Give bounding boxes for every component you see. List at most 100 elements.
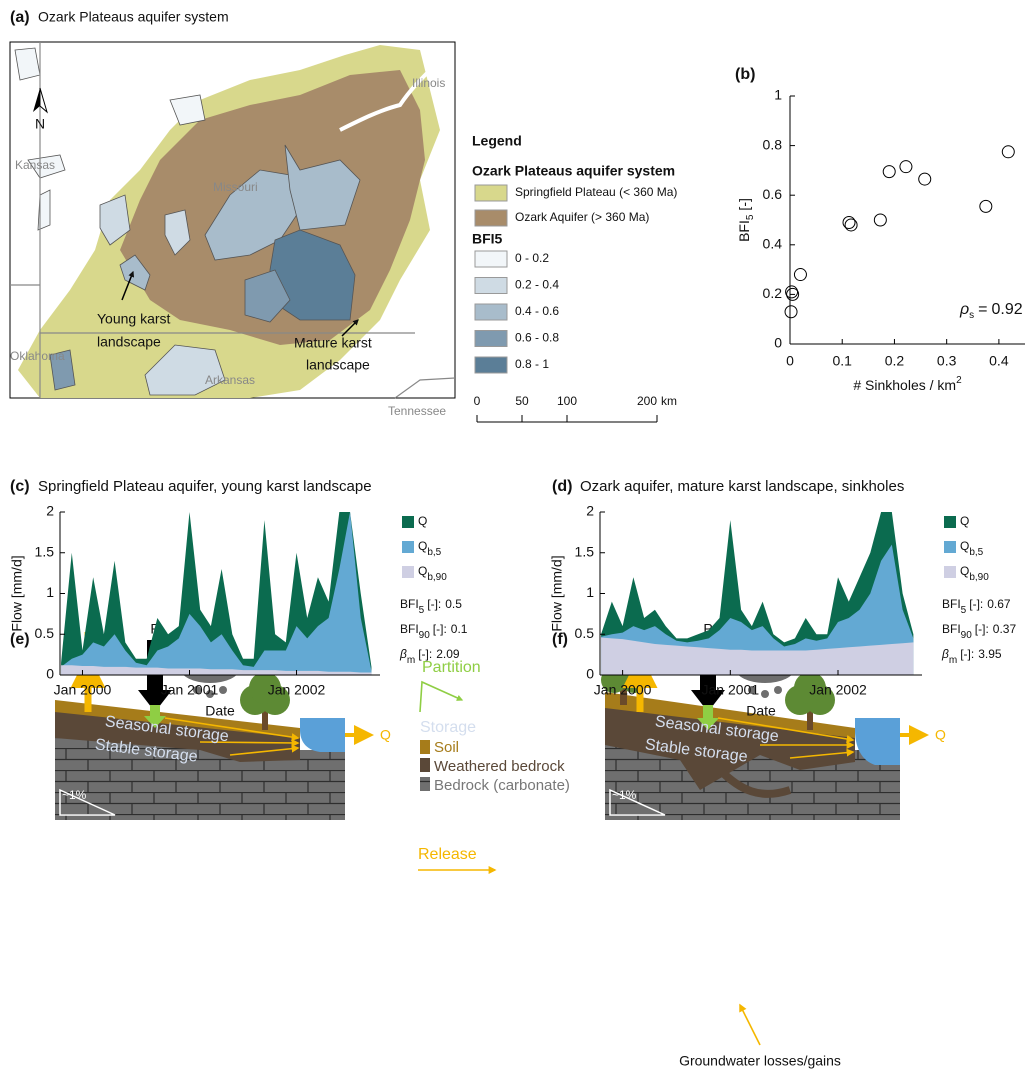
stat-label-part: β [941,647,949,661]
legend-label: Qb,90 [418,564,447,583]
diagram-label: Q [935,727,946,743]
legend-label: Qb,5 [960,539,984,558]
legend-label: Q [960,514,969,528]
y-tick-label: 2 [586,503,594,519]
y-tick-label: 1 [586,584,594,600]
legend-label-part: b,90 [969,572,989,583]
stat-label: βm[-]:3.95 [941,647,1002,666]
legend-label-part: Q [960,514,969,528]
legend-label-part: b,90 [427,572,447,583]
x-tick-label: 0.3 [937,353,957,369]
legend-label-part: Q [418,564,427,578]
stat-label: BFI5[-]:0.67 [942,597,1011,616]
legend-swatch [402,516,414,528]
point [980,200,992,212]
stat-label-part: 3.95 [978,647,1002,661]
scale-label: 200 [637,394,657,408]
y-tick-label: 0.5 [575,625,595,641]
panel-label: (a) [10,9,30,26]
chart-title: Springfield Plateau aquifer, young karst… [38,478,372,495]
stat-label-part: 0.37 [993,622,1017,636]
state-label: Kansas [15,158,55,172]
legend-label: Storage [420,719,476,736]
map [10,42,455,398]
stat-label-part: 90 [419,630,431,641]
point [843,216,855,228]
y-axis-label: BFI5[-] [736,198,756,242]
panel-label: (f) [552,631,568,648]
stat-label-part: 0.1 [451,622,468,636]
legend-label-part: Q [418,539,427,553]
stat-label-part: 2.09 [436,647,460,661]
x-axis-label-part: 2 [956,375,962,386]
stat-label-part: [-]: [427,597,441,611]
y-tick-label: 0.4 [763,236,783,252]
map-annotation: Young karst [97,311,171,327]
legend-label: 0.8 - 1 [515,357,549,371]
x-tick-label: Jan 2000 [54,682,112,698]
legend-label: 0.2 - 0.4 [515,278,559,292]
state-label: Tennessee [388,404,446,418]
legend-label: Ozark Aquifer (> 360 Ma) [515,210,649,224]
diagram-f [601,640,925,1045]
stat-label-part: [-]: [960,647,974,661]
x-tick-label: Jan 2001 [161,682,219,698]
x-tick-label: 0.4 [989,353,1009,369]
legend-swatch [475,251,507,267]
legend-swatch [475,210,507,226]
legend-swatch [402,566,414,578]
annotation: ρs=0.92 [959,301,1023,321]
diagram-label: Q [380,727,391,743]
legend-label-part: Q [418,514,427,528]
diagram-label: Groundwater losses/gains [679,1053,841,1069]
point [794,269,806,281]
panel-label: (c) [10,478,30,495]
map-title: Ozark Plateaus aquifer system [38,9,229,25]
point [919,173,931,185]
legend-label: Soil [434,739,459,756]
legend-label: Weathered bedrock [434,758,565,775]
legend-subtitle: BFI5 [472,231,503,247]
state-label: Missouri [213,180,258,194]
x-tick-label: 0.1 [832,353,852,369]
scale-label: 0 [474,394,481,408]
panel-label: (b) [735,66,755,83]
figure: (a) Ozark Plateaus aquifer system [0,0,1035,1076]
y-axis-label-part: 5 [745,214,756,220]
y-tick-label: 0.8 [763,136,783,152]
legend-swatch [944,516,956,528]
point [874,214,886,226]
legend-title: Legend [472,133,522,149]
annotation-part: = [978,301,987,318]
x-axis-label: # Sinkholes / km2 [853,375,962,393]
state-label: Arkansas [205,373,255,387]
legend-label: 0.6 - 0.8 [515,331,559,345]
stat-label-part: 90 [961,630,973,641]
y-tick-label: 1.5 [575,543,595,559]
y-tick-label: 0.6 [763,186,783,202]
legend-swatch [475,357,507,373]
stat-label-part: [-]: [418,647,432,661]
legend-label: Q [418,514,427,528]
y-tick-label: 2 [46,503,54,519]
panel-label: (e) [10,631,30,648]
stat-label-part: [-]: [433,622,447,636]
legend-swatch [944,566,956,578]
panel-label: (d) [552,478,572,495]
x-axis-label-part: # Sinkholes / km [853,377,956,393]
x-tick-label: 0 [786,353,794,369]
legend-label: Springfield Plateau (< 360 Ma) [515,185,677,199]
y-axis-label: Flow [mm/d] [549,555,565,631]
legend-swatch [475,331,507,347]
stat-label-part: BFI [400,597,419,611]
legend-label: Bedrock (carbonate) [434,777,570,794]
legend-label-part: Q [960,539,969,553]
y-tick-label: 1 [774,87,782,103]
stat-label: BFI90[-]:0.37 [942,622,1016,641]
legend-label-part: b,5 [427,547,441,558]
legend-label: Qb,90 [960,564,989,583]
map-annotation: landscape [97,334,161,350]
point [845,219,857,231]
legend-swatch [944,541,956,553]
y-tick-label: 1 [46,584,54,600]
